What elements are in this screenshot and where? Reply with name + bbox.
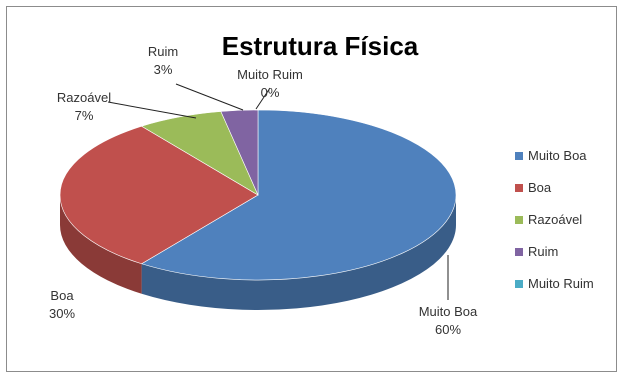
legend-item: Razoável xyxy=(515,212,582,227)
pie-slices xyxy=(59,109,457,281)
legend-item: Muito Ruim xyxy=(515,276,594,291)
legend-label: Boa xyxy=(528,180,552,195)
legend-label: Muito Boa xyxy=(528,148,587,163)
slice-boa xyxy=(59,125,259,265)
legend-label: Muito Ruim xyxy=(528,276,594,291)
slice-side-muito-boa xyxy=(141,195,456,311)
slice-label-name: Boa xyxy=(50,288,74,303)
slice-label-pct: 0% xyxy=(261,85,280,100)
leader-line xyxy=(107,101,197,119)
legend-item: Boa xyxy=(515,180,552,195)
legend-swatch xyxy=(515,216,523,224)
legend: Muito Boa Boa Razoável Ruim Muito Ruim xyxy=(515,148,594,291)
legend-label: Razoável xyxy=(528,212,582,227)
slice-label-pct: 3% xyxy=(154,62,173,77)
legend-swatch xyxy=(515,184,523,192)
slice-labels: Muito Boa 60% Boa 30% Razoável 7% Ruim 3% Muito … xyxy=(49,44,478,337)
leader-line xyxy=(255,87,271,110)
leader-line xyxy=(175,83,244,111)
slice-label-pct: 7% xyxy=(75,108,94,123)
chart-title: Estrutura Física xyxy=(222,31,419,61)
legend-swatch xyxy=(515,248,523,256)
legend-item: Ruim xyxy=(515,244,558,259)
legend-swatch xyxy=(515,152,523,160)
legend-label: Ruim xyxy=(528,244,558,259)
legend-swatch xyxy=(515,280,523,288)
legend-item: Muito Boa xyxy=(515,148,587,163)
slice-label-name: Muito Ruim xyxy=(237,67,303,82)
slice-ruim xyxy=(220,109,259,196)
slice-label-pct: 30% xyxy=(49,306,75,321)
slice-side-boa xyxy=(59,195,142,294)
slice-label-name: Razoável xyxy=(57,90,111,105)
slice-muito-boa xyxy=(140,109,457,281)
slice-label-name: Ruim xyxy=(148,44,178,59)
slice-label-pct: 60% xyxy=(435,322,461,337)
slice-label-name: Muito Boa xyxy=(419,304,478,319)
leader-lines xyxy=(107,83,449,300)
pie-3d-sides xyxy=(59,195,456,311)
